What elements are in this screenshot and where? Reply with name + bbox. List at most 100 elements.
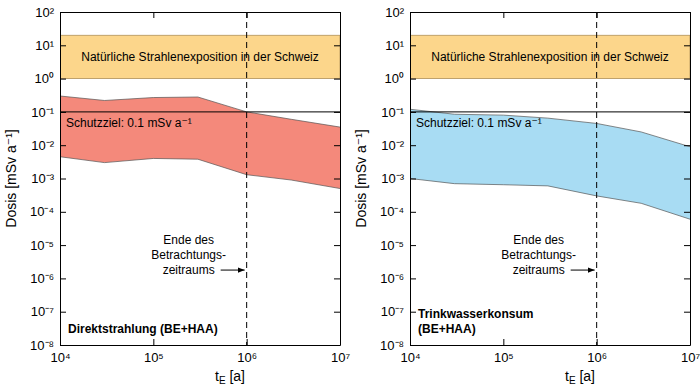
x-axis-title: tE [a] [565, 368, 595, 386]
tick-label: 10⁵ [144, 350, 164, 365]
end-label: zeitraums [163, 263, 215, 277]
tick-mark [410, 212, 416, 213]
x-axis-title-part: [a] [576, 368, 595, 384]
axis-line [61, 12, 341, 13]
axis-line [690, 13, 691, 346]
tick: 10⁻² [381, 138, 416, 153]
tick-mark [684, 212, 690, 213]
plot-area [60, 12, 340, 345]
tick-label: 10⁰ [35, 71, 54, 86]
tick-label: 10⁻² [31, 138, 54, 153]
band-label: Natürliche Strahlenexposition in der Sch… [431, 50, 668, 64]
tick-label: 10¹ [385, 38, 404, 53]
tick-mark [334, 245, 340, 246]
tick-mark [503, 12, 504, 18]
tick-mark [334, 345, 340, 346]
tick [334, 112, 340, 113]
tick-mark [60, 312, 66, 313]
tick: 10⁻⁷ [381, 304, 416, 319]
tick-mark [60, 212, 66, 213]
tick-mark [153, 12, 154, 18]
tick-label: 10⁻⁶ [380, 271, 404, 286]
tick-label: 10⁻⁴ [30, 204, 54, 219]
tick-mark [60, 245, 66, 246]
tick-mark [60, 179, 66, 180]
tick-mark [153, 339, 154, 345]
tick-mark [410, 12, 416, 13]
end-label: Ende des [513, 233, 564, 247]
tick: 10⁻⁸ [380, 338, 416, 353]
axis: 10⁴10⁵10⁶10⁷ [400, 339, 700, 365]
tick: 10⁶ [237, 339, 257, 365]
chart: 10⁴10⁵10⁶10⁷10⁻⁸10⁻⁷10⁻⁶10⁻⁵10⁻⁴10⁻³10⁻²… [353, 5, 700, 386]
arrow [571, 270, 595, 271]
tick-mark [410, 145, 416, 146]
lower-edge [410, 179, 690, 220]
annotations: Natürliche Strahlenexposition in der Sch… [353, 50, 669, 386]
tick: 10⁶ [587, 339, 607, 365]
tick-mark [684, 179, 690, 180]
tick-mark [60, 112, 66, 113]
tick [334, 145, 340, 146]
tick [684, 179, 690, 180]
tick-mark [597, 339, 598, 345]
tick: 10⁻² [31, 138, 66, 153]
axis-line [411, 12, 691, 13]
tick: 10⁻⁴ [30, 204, 66, 219]
tick: 10⁻¹ [381, 105, 416, 120]
tick [684, 278, 690, 279]
x-axis-title-part: [a] [226, 368, 245, 384]
tick-label: 10⁻⁸ [380, 338, 404, 353]
axis [334, 13, 341, 346]
tick [334, 45, 340, 46]
tick [503, 12, 504, 18]
tick: 10⁻⁶ [380, 271, 416, 286]
end-label: Betrachtungs- [151, 248, 226, 262]
axis-line [411, 345, 691, 346]
series-label: Trinkwasserkonsum [418, 307, 533, 321]
axis: 10⁴10⁵10⁶10⁷ [50, 339, 350, 365]
arrow [221, 270, 245, 271]
end-label: zeitraums [513, 263, 565, 277]
axis: 10⁻⁸10⁻⁷10⁻⁶10⁻⁵10⁻⁴10⁻³10⁻²10⁻¹10⁰10¹10… [380, 5, 416, 353]
tick: 10⁻⁵ [380, 238, 416, 253]
tick-mark [684, 45, 690, 46]
tick-mark [410, 312, 416, 313]
tick: 10⁰ [35, 71, 66, 86]
axis [684, 13, 691, 346]
axis [61, 12, 341, 18]
band-area [60, 96, 340, 189]
tick-label: 10⁶ [237, 350, 257, 365]
tick-mark [684, 312, 690, 313]
tick: 10⁻⁶ [30, 271, 66, 286]
tick [684, 79, 690, 80]
band [60, 35, 340, 78]
tick-mark [60, 45, 66, 46]
tick [684, 12, 690, 13]
tick-mark [684, 79, 690, 80]
lower-edge [60, 157, 340, 189]
axis: 10⁻⁸10⁻⁷10⁻⁶10⁻⁵10⁻⁴10⁻³10⁻²10⁻¹10⁰10¹10… [30, 5, 66, 353]
axis-line [61, 345, 341, 346]
tick-label: 10⁻¹ [31, 105, 54, 120]
tick [153, 12, 154, 18]
tick-mark [597, 12, 598, 18]
tick-mark [334, 179, 340, 180]
tick [684, 112, 690, 113]
figure: 10⁴10⁵10⁶10⁷10⁻⁸10⁻⁷10⁻⁶10⁻⁵10⁻⁴10⁻³10⁻²… [0, 0, 700, 388]
tick-label: 10⁻⁸ [30, 338, 54, 353]
tick-mark [684, 278, 690, 279]
tick [334, 79, 340, 80]
tick-mark [334, 278, 340, 279]
tick-mark [684, 112, 690, 113]
end-label: Ende des [163, 233, 214, 247]
tick [684, 245, 690, 246]
tick-mark [410, 45, 416, 46]
end-label: Betrachtungs- [501, 248, 576, 262]
tick [684, 312, 690, 313]
tick: 10⁵ [144, 339, 164, 365]
tick-label: 10² [385, 5, 404, 20]
tick-mark [334, 79, 340, 80]
tick-mark [684, 145, 690, 146]
tick [597, 12, 598, 18]
